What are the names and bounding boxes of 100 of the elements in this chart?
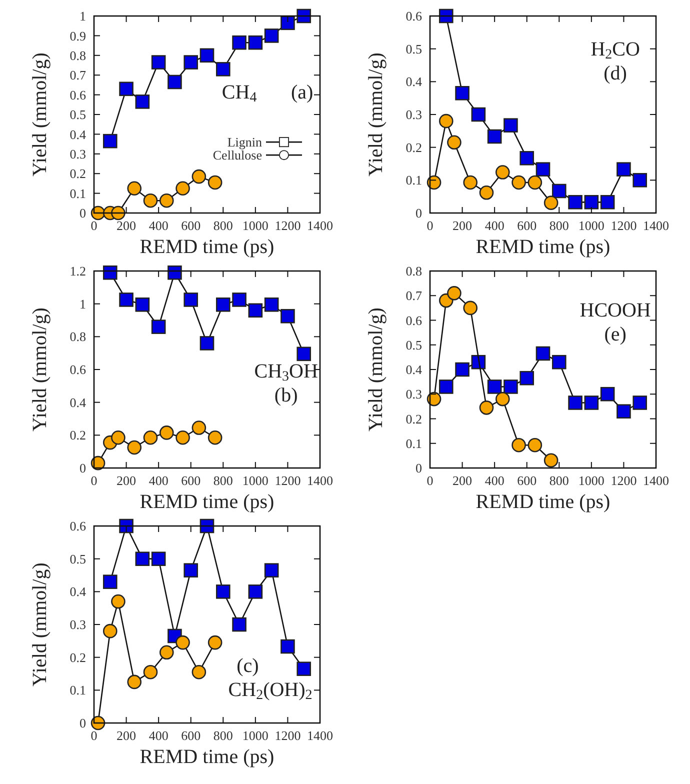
y-tick-label: 0.3 — [70, 617, 86, 632]
x-tick-label: 1400 — [307, 728, 333, 743]
point — [632, 396, 648, 410]
point — [438, 380, 454, 394]
x-tick-label: 1000 — [578, 218, 604, 233]
y-tick-label: 0.8 — [70, 48, 86, 63]
annotation: H$_{2}$CO — [590, 38, 640, 62]
point — [520, 151, 534, 166]
point — [119, 518, 134, 534]
y-tick-label: 1 — [80, 8, 86, 24]
x-axis-title: REMD time (ps) — [476, 491, 610, 513]
point — [447, 286, 462, 300]
x-tick-label: 0 — [426, 218, 434, 233]
point — [528, 175, 542, 190]
x-tick-label: 0 — [90, 473, 98, 488]
point — [208, 175, 222, 190]
annotation: CH$_{2}$(OH)$_{2}$ — [228, 678, 312, 703]
x-tick-label: 1200 — [274, 218, 301, 233]
y-tick-label: 0.1 — [406, 172, 422, 188]
point — [119, 292, 134, 307]
point — [455, 86, 470, 100]
point — [90, 456, 106, 470]
annotation: (c) — [236, 654, 259, 677]
y-tick-label: 0.4 — [70, 126, 86, 142]
annotation: (e) — [604, 323, 626, 346]
point — [200, 518, 214, 534]
y-tick-label: 0.2 — [70, 428, 86, 443]
point — [200, 48, 214, 63]
x-tick-label: 1000 — [242, 728, 268, 743]
x-tick-label: 0 — [90, 728, 98, 743]
point — [102, 624, 118, 638]
y-axis-title: Yield (mmol/g) — [29, 52, 51, 176]
x-tick-label: 0 — [90, 218, 98, 233]
y-tick-label: 0.5 — [406, 41, 422, 56]
y-tick-label: 0.7 — [406, 288, 422, 304]
point — [479, 185, 494, 200]
point — [426, 175, 442, 190]
legend-label: Lignin — [227, 134, 262, 150]
point — [168, 265, 182, 280]
point — [264, 28, 279, 43]
point — [520, 370, 534, 386]
point — [536, 162, 550, 176]
y-tick-label: 0.7 — [70, 68, 86, 83]
x-tick-label: 400 — [148, 218, 168, 233]
y-tick-label: 0.4 — [70, 584, 86, 600]
point — [495, 165, 510, 180]
x-tick-label: 400 — [484, 218, 504, 233]
point — [487, 129, 502, 144]
point — [438, 8, 454, 24]
point — [280, 16, 295, 30]
point — [616, 162, 631, 176]
y-tick-label: 0.2 — [406, 411, 422, 426]
x-axis-title: REMD time (ps) — [140, 491, 274, 513]
point — [151, 55, 166, 70]
point — [176, 635, 190, 650]
point — [135, 552, 150, 566]
x-tick-label: 1000 — [578, 473, 604, 488]
x-tick-label: 600 — [517, 473, 537, 488]
annotation: CH$_{3}$OH — [254, 360, 318, 384]
point — [616, 404, 631, 419]
point — [135, 94, 150, 109]
y-axis-title: Yield (mmol/g) — [29, 308, 51, 432]
y-tick-label: 0.2 — [70, 650, 86, 665]
point — [568, 195, 582, 210]
point — [192, 420, 206, 435]
point — [584, 396, 599, 410]
point — [479, 400, 494, 415]
point — [102, 134, 118, 148]
point — [552, 354, 566, 370]
y-tick-label: 1 — [80, 296, 86, 312]
point — [584, 195, 599, 210]
y-tick-label: 0.3 — [70, 146, 86, 162]
x-axis-title: REMD time (ps) — [476, 236, 610, 258]
point — [248, 303, 263, 318]
point — [280, 639, 295, 654]
point — [102, 265, 118, 280]
point — [447, 135, 462, 150]
point — [111, 594, 126, 609]
y-tick-label: 0.1 — [406, 436, 422, 451]
point — [159, 426, 174, 440]
point — [504, 380, 518, 394]
x-tick-label: 600 — [181, 218, 201, 233]
point — [159, 193, 174, 208]
x-tick-label: 200 — [116, 218, 136, 233]
point — [216, 584, 230, 599]
x-tick-label: 200 — [116, 728, 136, 743]
point — [463, 300, 478, 316]
point — [232, 617, 246, 632]
point — [127, 181, 142, 196]
point — [135, 298, 150, 312]
annotation: (b) — [274, 384, 298, 406]
point — [296, 662, 312, 676]
y-tick-label: 0.6 — [406, 8, 422, 24]
point — [600, 386, 615, 402]
x-tick-label: 1400 — [307, 218, 333, 233]
x-tick-label: 800 — [213, 728, 233, 743]
y-tick-label: 0.8 — [406, 264, 422, 279]
point — [208, 635, 222, 650]
y-tick-label: 0 — [416, 206, 422, 221]
y-tick-label: 0.6 — [70, 362, 86, 378]
